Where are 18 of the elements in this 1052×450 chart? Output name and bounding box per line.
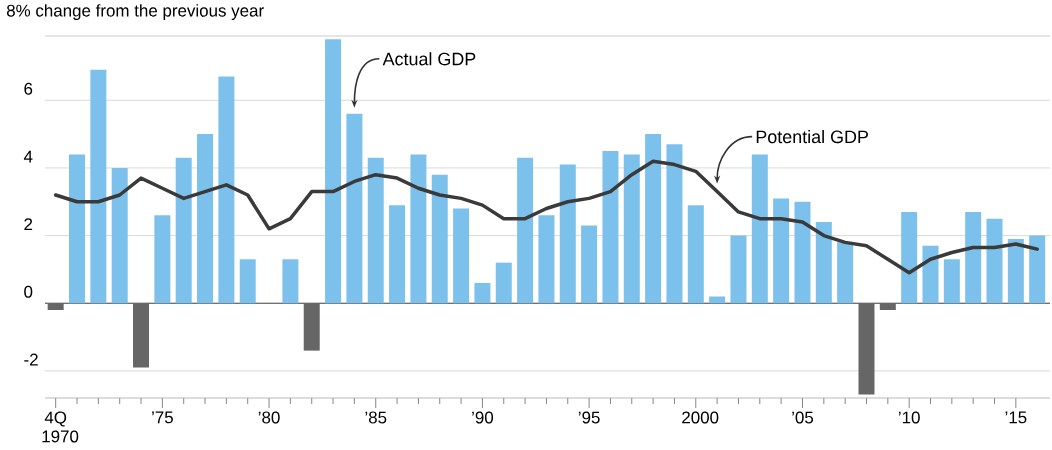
- chart-title: 8% change from the previous year: [6, 4, 264, 20]
- x-tick-label: ’85: [365, 411, 387, 424]
- y-tick-label: 6: [24, 82, 33, 95]
- x-tick-label: ’10: [898, 411, 920, 424]
- y-tick-label: 0: [24, 285, 33, 298]
- x-tick-label: ’80: [258, 411, 280, 424]
- text: Actual GDP: [382, 52, 476, 66]
- x-tick-label: 4Q 1970: [42, 411, 79, 443]
- y-tick-label: 2: [24, 218, 33, 231]
- x-tick-label: ’90: [472, 411, 494, 424]
- x-tick-label: ’05: [792, 411, 814, 424]
- y-tick-label: 4: [23, 150, 33, 163]
- text: Potential GDP: [756, 130, 868, 144]
- y-tick-label: -2: [24, 353, 38, 366]
- x-tick-label: 2000: [682, 411, 719, 424]
- x-tick-label: ’75: [152, 411, 173, 424]
- x-tick-label: ’95: [578, 411, 600, 424]
- x-tick-label: ’15: [1005, 411, 1027, 424]
